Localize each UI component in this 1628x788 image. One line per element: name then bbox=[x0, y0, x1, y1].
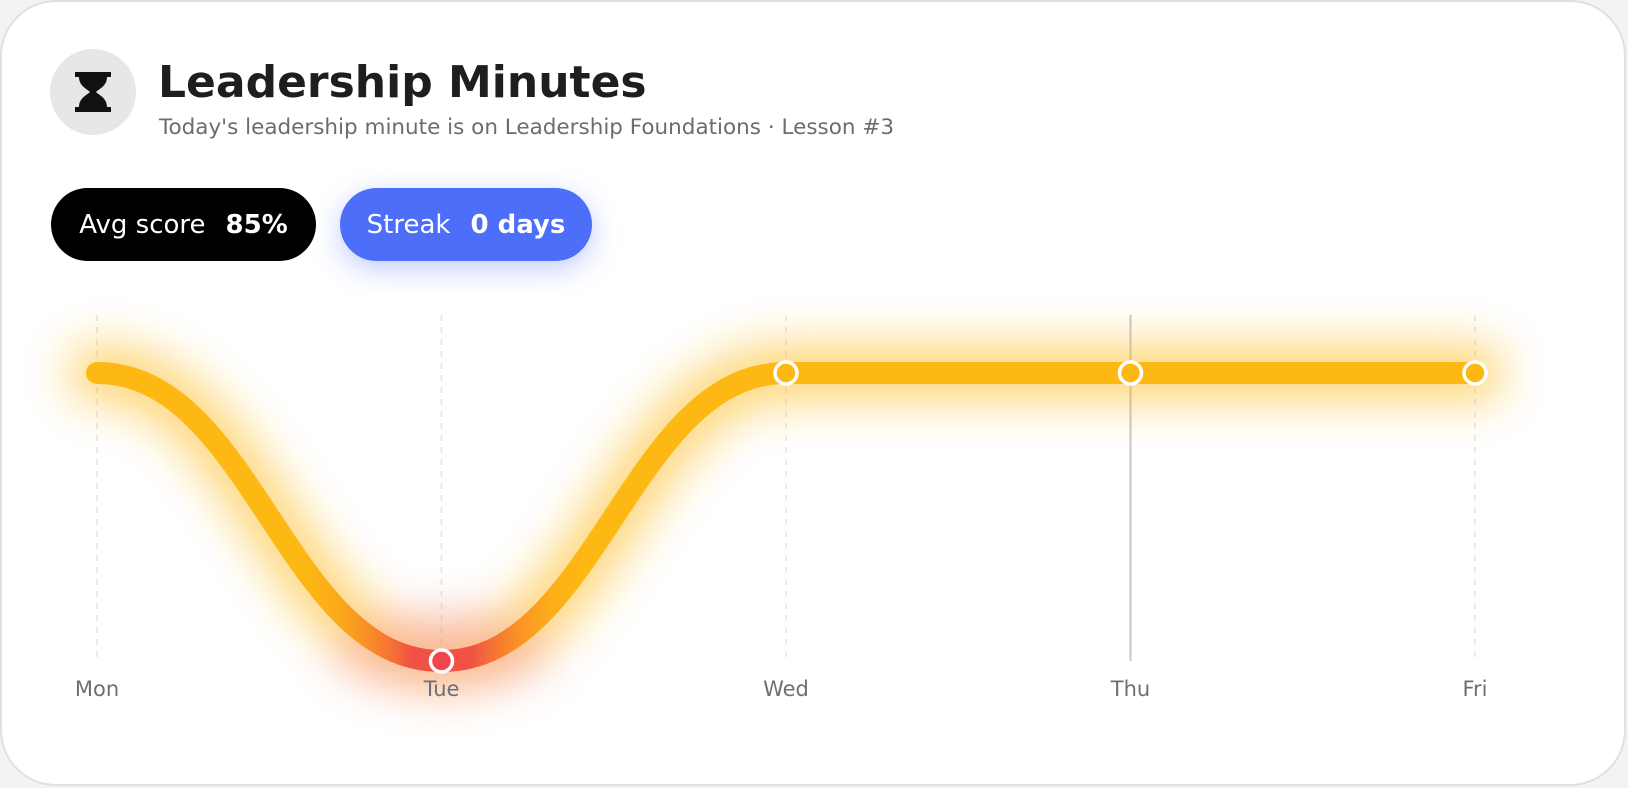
x-tick-label-fri: Fri bbox=[1462, 677, 1487, 701]
avg-score-label: Avg score bbox=[79, 209, 206, 240]
hourglass-icon bbox=[75, 72, 111, 112]
avg-score-value: 85% bbox=[225, 209, 288, 240]
data-point-mon[interactable] bbox=[88, 364, 106, 382]
streak-pill[interactable]: Streak 0 days bbox=[340, 188, 592, 261]
page-subtitle: Today's leadership minute is on Leadersh… bbox=[159, 115, 895, 140]
data-point-tue[interactable] bbox=[428, 648, 455, 674]
x-tick-label-mon: Mon bbox=[75, 677, 119, 701]
data-point-thu[interactable] bbox=[1117, 360, 1144, 386]
page-title: Leadership Minutes bbox=[158, 57, 647, 108]
streak-value: 0 days bbox=[470, 209, 566, 240]
low-score-highlight bbox=[291, 541, 592, 673]
x-tick-label-wed: Wed bbox=[763, 677, 809, 701]
data-point-fri[interactable] bbox=[1462, 360, 1488, 386]
x-tick-label-tue: Tue bbox=[423, 677, 460, 701]
x-tick-label-thu: Thu bbox=[1110, 677, 1150, 701]
data-point-wed[interactable] bbox=[773, 360, 799, 386]
avg-score-pill[interactable]: Avg score 85% bbox=[51, 188, 316, 261]
hourglass-icon-badge bbox=[50, 49, 136, 135]
streak-label: Streak bbox=[366, 209, 451, 240]
